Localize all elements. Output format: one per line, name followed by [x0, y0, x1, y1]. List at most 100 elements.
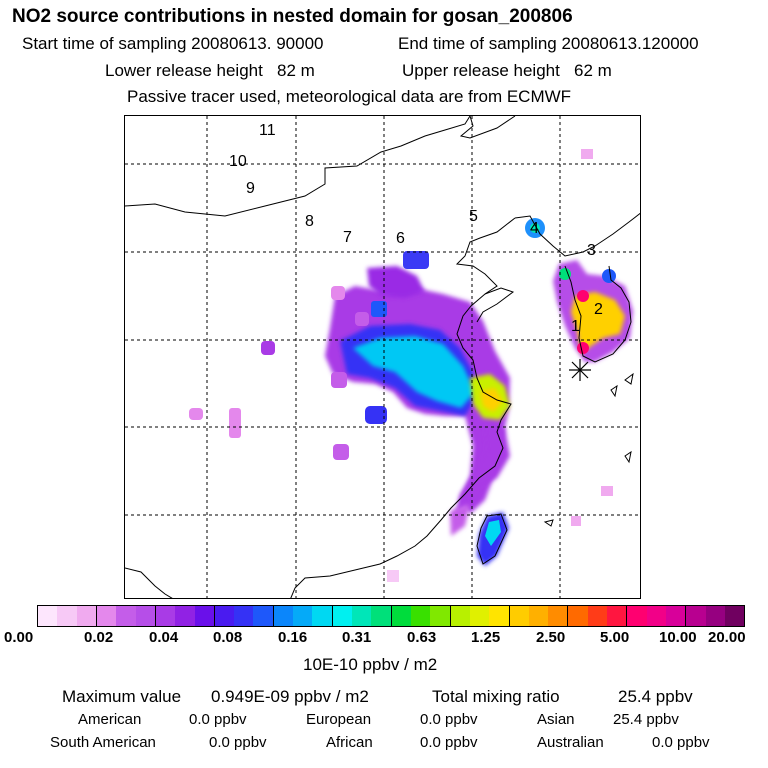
- colorbar-segment: [116, 606, 136, 626]
- region-value-european: 0.0 ppbv: [420, 711, 478, 728]
- plume-taiwan-strait: [450, 504, 470, 536]
- plume-north-band: [367, 266, 425, 298]
- concentration-plume: [189, 149, 633, 582]
- taiwan-coast: [476, 513, 508, 565]
- colorbar-segment: [627, 606, 647, 626]
- plume-cell-10: [333, 444, 349, 460]
- shandong-coast: [476, 287, 515, 323]
- plume-cell-3: [371, 301, 387, 317]
- colorbar-segment: [705, 606, 725, 626]
- colorbar-tick-6: 0.63: [407, 629, 437, 646]
- colorbar-segment: [312, 606, 333, 626]
- tracer-note: Passive tracer used, meteorological data…: [127, 87, 572, 106]
- colorbar-segment: [293, 606, 313, 626]
- plume-cell-13: [581, 149, 593, 159]
- colorbar-segment: [76, 606, 97, 626]
- colorbar-tick-1: 0.02: [84, 629, 114, 646]
- site-label-8: 8: [305, 213, 314, 230]
- site-label-11: 11: [259, 122, 276, 139]
- plume-korea-hotspot-2: [577, 342, 589, 354]
- region-value-american: 0.0 ppbv: [189, 711, 247, 728]
- plume-korea-hotspot-4: [559, 268, 571, 280]
- plume-cell-8: [189, 408, 203, 420]
- plume-korea-core: [571, 292, 625, 354]
- lat-lon-grid: [125, 116, 640, 598]
- colorbar-segment: [509, 606, 529, 626]
- colorbar-tick-9: 5.00: [600, 629, 630, 646]
- map-panel: 1 2 3 4 5 6 7 8 9 10 11: [124, 115, 641, 599]
- colorbar-segment: [587, 606, 608, 626]
- china-east-coast: [459, 116, 516, 139]
- korea-north-coast: [514, 212, 640, 257]
- plume-taiwan-core: [485, 520, 501, 546]
- colorbar-segment: [214, 606, 235, 626]
- plume-cell-15: [571, 516, 581, 526]
- colorbar-segment: [175, 606, 195, 626]
- plume-cell-9: [229, 408, 241, 438]
- colorbar-tick-7: 1.25: [471, 629, 501, 646]
- site-label-7: 7: [343, 229, 352, 246]
- colorbar-tick-5: 0.31: [342, 629, 372, 646]
- plume-cell-16: [387, 570, 399, 582]
- bohai-coast: [290, 217, 516, 598]
- colorbar-tick-0: 0.00: [4, 629, 34, 646]
- colorbar-segment: [724, 606, 745, 626]
- plume-core-cyan: [353, 336, 475, 408]
- site-label-10: 10: [229, 153, 247, 170]
- colorbar-segment: [194, 606, 215, 626]
- coastlines: [125, 116, 640, 598]
- colorbar-segment: [253, 606, 274, 626]
- colorbar-tick-8: 2.50: [536, 629, 566, 646]
- colorbar-segment: [371, 606, 392, 626]
- colorbar-segment: [38, 606, 58, 626]
- colorbar-tick-11: 20.00: [708, 629, 746, 646]
- colorbar-segment: [135, 606, 156, 626]
- region-name-european: European: [306, 711, 372, 728]
- colorbar-segment: [410, 606, 431, 626]
- plume-cell-6: [261, 341, 275, 355]
- lower-release-height-label: Lower release height 82 m: [105, 61, 315, 80]
- region-name-african: African: [326, 734, 373, 751]
- plot-title: NO2 source contributions in nested domai…: [12, 6, 573, 27]
- colorbar-segment: [273, 606, 294, 626]
- colorbar-segment: [391, 606, 411, 626]
- japan-islands: [543, 372, 634, 527]
- receptor-asterisk-icon: [569, 359, 591, 381]
- region-name-australian: Australian: [537, 734, 604, 751]
- site-label-6: 6: [396, 230, 405, 247]
- colorbar-segment: [469, 606, 490, 626]
- colorbar-tick-2: 0.04: [149, 629, 179, 646]
- colorbar-segment: [234, 606, 254, 626]
- total-mixing-value: 25.4 ppbv: [618, 687, 693, 706]
- plume-korea-hotspot-3: [602, 269, 616, 283]
- colorbar-tick-3: 0.08: [213, 629, 243, 646]
- plume-cell-2: [365, 406, 387, 424]
- colorbar-segment: [450, 606, 470, 626]
- colorbar-units: 10E-10 ppbv / m2: [303, 655, 438, 674]
- china-mongolia-border: [125, 116, 471, 217]
- max-value: 0.949E-09 ppbv / m2: [211, 687, 369, 706]
- plume-cell-11: [331, 286, 345, 300]
- colorbar: [37, 605, 745, 627]
- colorbar-segment: [430, 606, 451, 626]
- region-value-asian: 25.4 ppbv: [613, 711, 679, 728]
- colorbar-tick-4: 0.16: [278, 629, 308, 646]
- colorbar-segment: [57, 606, 77, 626]
- colorbar-segment: [489, 606, 510, 626]
- colorbar-segment: [528, 606, 549, 626]
- colorbar-segment: [646, 606, 666, 626]
- colorbar-segment: [686, 606, 706, 626]
- plume-coastal-strip: [455, 426, 510, 514]
- site-label-9: 9: [246, 180, 255, 197]
- colorbar-segment: [548, 606, 569, 626]
- colorbar-segment: [607, 606, 628, 626]
- plume-cell-1: [403, 251, 429, 269]
- colorbar-segment: [352, 606, 372, 626]
- site-label-1: 1: [571, 318, 580, 335]
- korea-peninsula-coast: [564, 265, 632, 363]
- plume-cell-14: [601, 486, 613, 496]
- colorbar-segment: [332, 606, 352, 626]
- colorbar-segment: [155, 606, 176, 626]
- region-name-south-american: South American: [50, 734, 156, 751]
- region-value-south-american: 0.0 ppbv: [209, 734, 267, 751]
